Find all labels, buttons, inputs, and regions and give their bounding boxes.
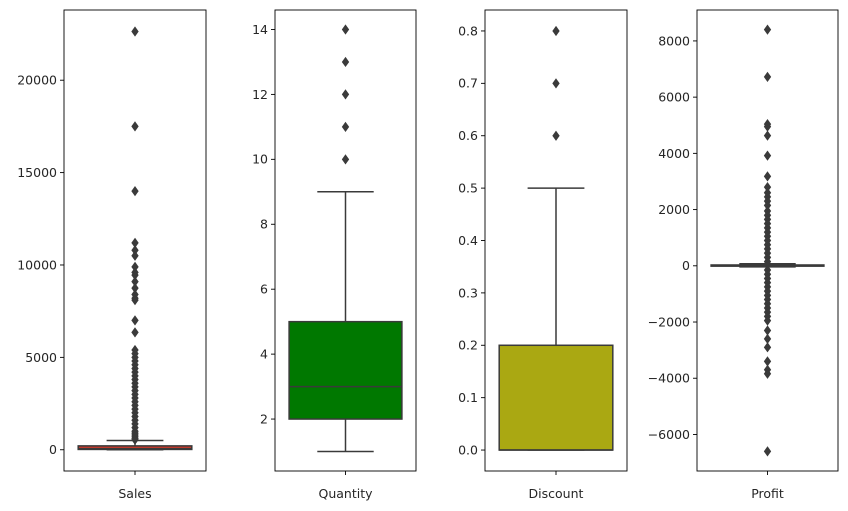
outlier-point — [131, 294, 139, 306]
outlier-point — [763, 71, 772, 83]
ytick-label: 14 — [252, 22, 268, 37]
outlier-point — [341, 121, 350, 132]
ytick-label: 0.2 — [458, 338, 478, 353]
outlier-point — [341, 24, 350, 35]
x-axis-label: Quantity — [318, 486, 373, 501]
ytick-label: −2000 — [648, 314, 690, 329]
outlier-point — [341, 154, 350, 165]
box — [288, 320, 403, 420]
outlier-point — [552, 78, 560, 89]
subplot-profit: −6000 −4000 −2000 0 2000 4000 6000 8000 Profit — [648, 9, 839, 501]
ytick-label: 0.3 — [458, 285, 478, 300]
ytick-label: 0.0 — [458, 442, 478, 457]
ytick-label: 8 — [260, 217, 268, 232]
x-axis-label: Profit — [751, 486, 784, 501]
ytick-label: −4000 — [648, 371, 690, 386]
outlier-point — [763, 446, 772, 457]
subplot-sales: 0 5000 10000 15000 20000 Sales — [17, 9, 207, 501]
ytick-label: 15000 — [17, 165, 57, 180]
outlier-point — [131, 250, 139, 261]
box — [498, 344, 614, 451]
ytick-label: −6000 — [648, 427, 690, 442]
outlier-point — [763, 150, 772, 161]
outlier-point — [552, 130, 560, 141]
outlier-point — [763, 325, 772, 336]
ytick-label: 10000 — [17, 257, 57, 272]
ytick-label: 0.4 — [458, 233, 478, 248]
outlier-point — [131, 434, 139, 445]
outlier-point — [763, 342, 772, 353]
ytick-label: 4 — [260, 347, 268, 362]
ytick-label: 0.6 — [458, 128, 478, 143]
subplot-discount: 0.0 0.1 0.2 0.3 0.4 0.5 0.6 0.7 0.8 Discount — [458, 9, 628, 501]
subplot-quantity: 2 4 6 8 10 12 14 Quantity — [252, 9, 417, 501]
ytick-label: 20000 — [17, 73, 57, 88]
outlier-point — [131, 121, 139, 132]
outlier-point — [763, 24, 772, 35]
ytick-label: 0.1 — [458, 390, 478, 405]
ytick-label: 0.5 — [458, 181, 478, 196]
ytick-label: 6 — [260, 282, 268, 297]
ytick-label: 8000 — [658, 33, 690, 48]
outlier-point — [763, 333, 772, 344]
ytick-label: 2000 — [658, 202, 690, 217]
ytick-label: 12 — [252, 87, 268, 102]
outlier-point — [131, 26, 139, 37]
outlier-point — [763, 171, 772, 182]
outlier-point — [763, 315, 772, 326]
ytick-label: 2 — [260, 411, 268, 426]
outlier-point — [131, 185, 139, 197]
outlier-point — [763, 368, 772, 379]
outlier-point — [131, 327, 139, 338]
x-axis-label: Discount — [529, 486, 584, 501]
ytick-label: 6000 — [658, 90, 690, 105]
ytick-label: 10 — [252, 152, 268, 167]
ytick-label: 0 — [49, 442, 57, 457]
x-axis-label: Sales — [118, 486, 151, 501]
outlier-point — [552, 25, 560, 37]
outlier-point — [341, 89, 350, 100]
outlier-point — [763, 130, 772, 141]
outlier-point — [763, 356, 772, 367]
outlier-point — [341, 56, 350, 68]
ytick-label: 5000 — [25, 350, 57, 365]
ytick-label: 0 — [682, 258, 690, 273]
ytick-label: 4000 — [658, 146, 690, 161]
outlier-point — [131, 315, 139, 326]
ytick-label: 0.8 — [458, 23, 478, 38]
ytick-label: 0.7 — [458, 76, 478, 91]
